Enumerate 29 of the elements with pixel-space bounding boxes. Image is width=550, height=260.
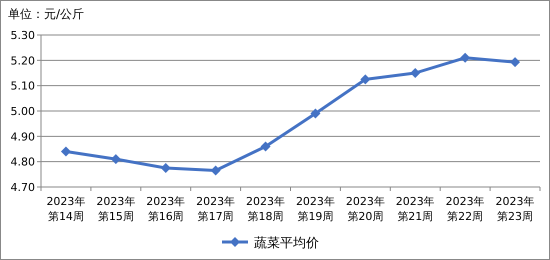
y-tick-label: 4.70 xyxy=(10,181,35,194)
x-tick-label: 2023年第15周 xyxy=(95,194,136,224)
y-tick-label: 5.20 xyxy=(10,54,35,68)
y-axis-title: 单位：元/公斤 xyxy=(8,7,84,21)
point xyxy=(460,52,470,63)
x-tick-label: 2023年第18周 xyxy=(245,194,286,224)
x-tick-label: 2023年第16周 xyxy=(145,194,186,224)
x-tick-label: 2023年第21周 xyxy=(394,194,436,224)
point xyxy=(510,57,520,68)
x-tick-label: 2023年第23周 xyxy=(494,194,536,224)
point xyxy=(310,108,320,119)
y-tick-label: 5.10 xyxy=(10,80,35,93)
x-tick-label: 2023年第14周 xyxy=(45,194,86,224)
point xyxy=(360,74,370,84)
legend-label: 蔬菜平均价 xyxy=(254,236,319,251)
x-tick-label: 2023年第22周 xyxy=(444,194,486,224)
point xyxy=(60,146,71,157)
y-tick-label: 4.90 xyxy=(10,130,35,144)
x-tick-label: 2023年第20周 xyxy=(344,194,386,224)
y-tick-label: 5.30 xyxy=(10,29,35,42)
point xyxy=(410,68,420,78)
point xyxy=(110,154,121,164)
x-tick-label: 2023年第17周 xyxy=(195,194,236,224)
x-tick-label: 2023年第19周 xyxy=(294,194,336,224)
y-tick-label: 5.00 xyxy=(10,105,35,118)
point xyxy=(210,166,221,176)
point xyxy=(160,163,171,173)
point xyxy=(260,141,271,152)
y-tick-label: 4.80 xyxy=(10,156,35,169)
